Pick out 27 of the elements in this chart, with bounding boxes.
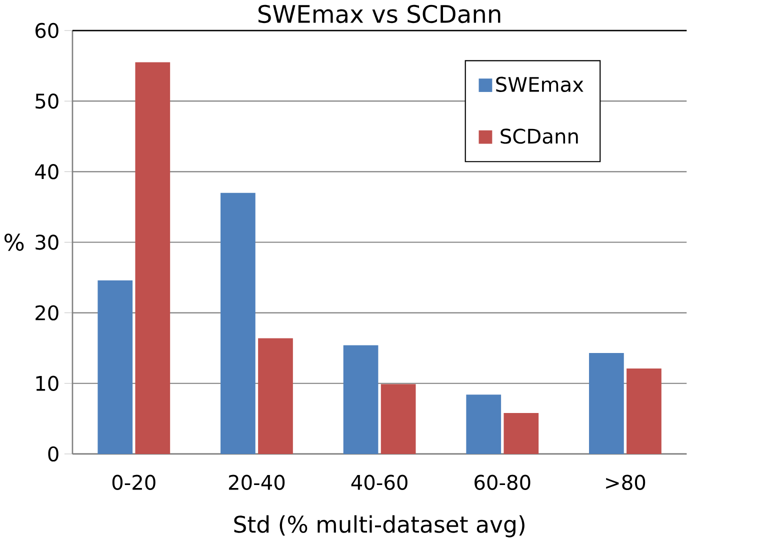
- y-tick-label: 10: [36, 376, 58, 391]
- bar: [589, 352, 624, 454]
- bar: [466, 394, 502, 454]
- x-tick-label: >80: [606, 474, 646, 490]
- x-tick-label: 40-60: [351, 474, 408, 490]
- y-tick-label: 50: [36, 93, 58, 109]
- y-tick-label: 0: [48, 446, 58, 462]
- bar: [343, 345, 378, 454]
- y-axis-title: %: [4, 233, 24, 251]
- y-tick-label: 60: [36, 22, 58, 38]
- bar: [626, 368, 662, 454]
- bar: [504, 412, 539, 454]
- y-tick-label: 30: [36, 234, 58, 250]
- bar: [380, 384, 416, 454]
- y-tick-label: 20: [36, 305, 58, 320]
- bar: [258, 338, 293, 454]
- bar: [135, 62, 170, 454]
- legend-label: SCDann: [500, 128, 578, 144]
- x-tick-label: 60-80: [474, 474, 530, 490]
- y-tick-label: 40: [35, 164, 58, 180]
- bar: [98, 280, 133, 454]
- legend-label: SWEmax: [496, 76, 584, 92]
- x-tick-label: 20-40: [228, 474, 285, 490]
- bar: [220, 192, 256, 454]
- x-tick-label: 0-20: [112, 474, 156, 490]
- chart-title: SWEmax vs SCDann: [258, 4, 500, 23]
- x-axis-title: Std (% multi-dataset avg): [234, 515, 524, 538]
